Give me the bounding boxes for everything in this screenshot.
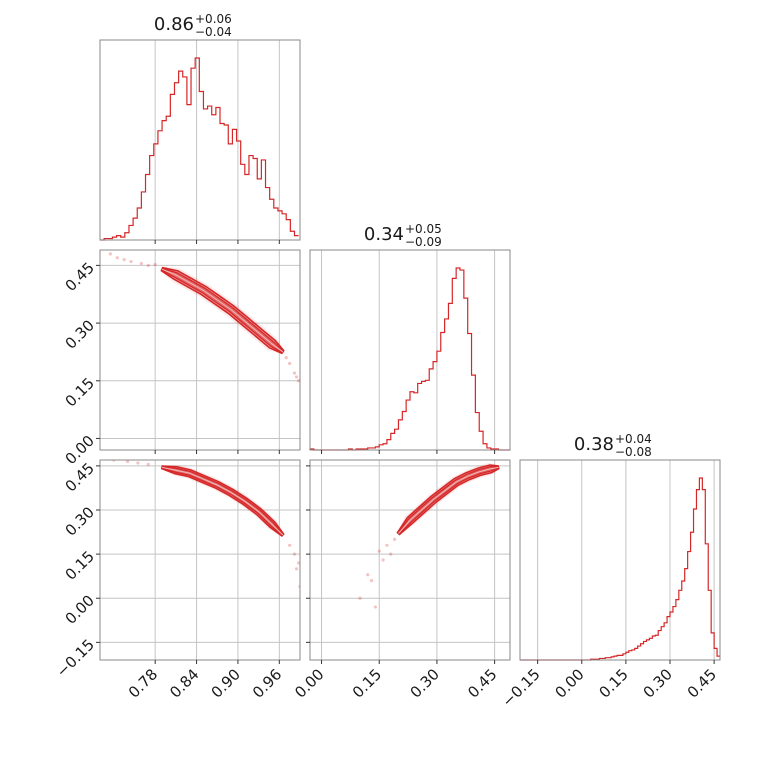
hist-param-0-title-minus: −0.04 <box>195 25 232 39</box>
hist-param-0-grid <box>154 40 280 240</box>
joint-0-1-scatter-point <box>108 252 112 256</box>
joint-0-1-scatter-point <box>129 259 133 264</box>
joint-0-1-ytick-label: 0.00 <box>62 432 98 468</box>
joint-1-2-scatter-point <box>377 549 381 553</box>
joint-0-2-scatter-point <box>125 460 130 464</box>
hist-param-2-grid <box>537 460 715 660</box>
joint-0-2-ytick-label: 0.15 <box>62 547 98 583</box>
joint-0-1-marks <box>108 252 300 383</box>
hist-param-2-step <box>520 477 720 661</box>
joint-0-2-scatter-point <box>292 552 297 556</box>
joint-0-1-scatter-point <box>139 261 143 266</box>
hist-param-2-xtick-label: 0.45 <box>684 665 720 701</box>
joint-0-1-scatter-point <box>288 361 292 366</box>
joint-0-2-frame <box>99 459 301 661</box>
joint-0-1-scatter-point <box>122 258 126 262</box>
joint-1-2-xtick-label: 0.00 <box>291 665 327 701</box>
joint-0-2-xtick-label: 0.78 <box>125 665 161 701</box>
joint-0-1-ytick-label: 0.30 <box>62 316 98 352</box>
joint-0-1-scatter-point <box>297 379 300 383</box>
joint-0-1-scatter-point <box>115 256 119 260</box>
hist-param-0-step <box>100 57 299 241</box>
joint-1-2-scatter-point <box>373 605 377 609</box>
joint-1-2-contour-inner <box>397 465 500 535</box>
joint-0-2-ridge <box>161 466 284 536</box>
joint-0-2-ytick-label: 0.45 <box>62 459 98 495</box>
hist-param-2-title-value: 0.38 <box>574 434 614 455</box>
joint-0-1-scatter-point <box>292 371 297 375</box>
hist-param-2-xtick-label: 0.15 <box>596 665 632 701</box>
hist-param-0-frame <box>99 39 301 241</box>
joint-1-2-density-outer <box>396 462 499 535</box>
joint-0-1-scatter-point <box>153 263 157 267</box>
joint-0-1-contour-inner <box>160 267 285 354</box>
joint-1-2-xtick-label: 0.45 <box>464 665 500 701</box>
hist-param-2-xtick-label: −0.15 <box>498 665 543 710</box>
hist-param-1-step <box>309 267 510 451</box>
joint-0-2-marks <box>112 460 300 589</box>
joint-0-1-ytick-label: 0.15 <box>62 374 98 410</box>
joint-0-2-scatter-point <box>294 567 299 571</box>
joint-1-2-scatter-point <box>381 558 385 562</box>
joint-0-2-contour-inner <box>161 465 285 537</box>
joint-1-2-scatter-point <box>358 596 362 600</box>
joint-1-2-frame <box>309 459 511 661</box>
hist-param-2-title-plus: +0.04 <box>615 432 652 446</box>
joint-1-2-ridge <box>398 466 499 534</box>
joint-1-2-scatter-point <box>389 552 393 556</box>
joint-0-1-scatter-point <box>294 375 299 379</box>
joint-0-2-xtick-label: 0.96 <box>249 665 285 701</box>
joint-0-2-grid <box>100 460 300 660</box>
hist-param-1-grid <box>321 250 496 450</box>
joint-1-2-scatter-point <box>366 573 370 577</box>
joint-1-2-marks <box>358 462 500 609</box>
hist-param-2-xtick-label: 0.30 <box>640 665 676 701</box>
joint-0-2-scatter-point <box>288 543 292 547</box>
joint-1-2-scatter-point <box>369 578 374 583</box>
joint-0-2-xtick-label: 0.84 <box>166 665 202 701</box>
joint-0-1-scatter-point <box>146 263 150 267</box>
joint-0-2-xtick-label: 0.90 <box>208 665 244 701</box>
hist-param-1-title-plus: +0.05 <box>405 222 442 236</box>
joint-0-2-ytick-label: 0.00 <box>62 592 98 628</box>
hist-param-0-title-plus: +0.06 <box>195 12 232 26</box>
hist-param-1-title-value: 0.34 <box>364 224 404 245</box>
hist-param-2-title-minus: −0.08 <box>615 445 652 459</box>
joint-1-2-xtick-label: 0.30 <box>407 665 443 701</box>
joint-0-2-ytick-label: 0.30 <box>62 503 98 539</box>
joint-0-2-scatter-point <box>136 461 140 465</box>
hist-param-2-frame <box>519 459 721 661</box>
joint-0-1-ridge <box>161 268 284 353</box>
joint-0-1-frame <box>99 249 301 451</box>
hist-param-1-title-minus: −0.09 <box>405 235 442 249</box>
joint-0-2-scatter-point <box>146 462 150 467</box>
joint-0-1-scatter-point <box>284 356 288 360</box>
joint-0-2-scatter-point <box>297 561 300 565</box>
joint-1-2-grid <box>310 460 510 660</box>
joint-1-2-scatter-point <box>393 537 397 542</box>
hist-param-2-xtick-label: 0.00 <box>551 665 587 701</box>
joint-0-2-ytick-label: −0.15 <box>53 636 98 681</box>
joint-0-1-ytick-label: 0.45 <box>62 259 98 295</box>
hist-param-1-frame <box>309 249 511 451</box>
hist-param-0-title-value: 0.86 <box>154 14 194 35</box>
joint-1-2-scatter-point <box>385 543 389 547</box>
joint-1-2-xtick-label: 0.15 <box>349 665 385 701</box>
